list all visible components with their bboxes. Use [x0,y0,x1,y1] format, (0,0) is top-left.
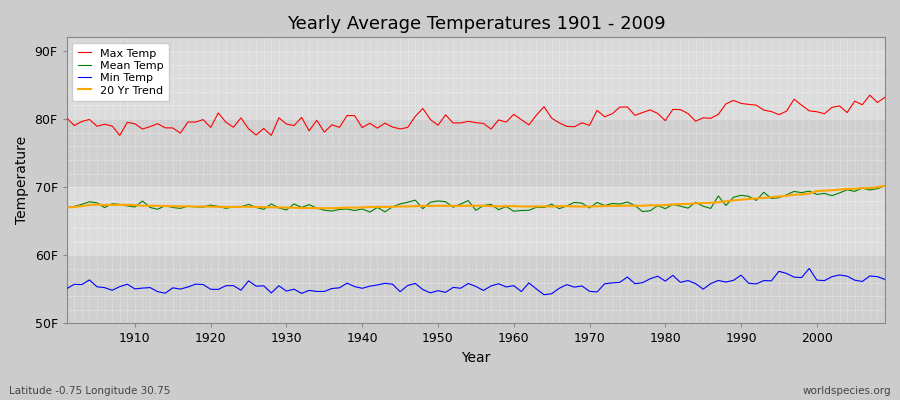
20 Yr Trend [879,183,890,188]
Min Temp [538,292,549,297]
Max Temp [879,95,890,100]
Mean Temp [879,183,890,188]
Legend: Max Temp, Mean Temp, Min Temp, 20 Yr Trend: Max Temp, Mean Temp, Min Temp, 20 Yr Tre… [72,43,169,101]
Max Temp [864,93,875,98]
Min Temp [500,284,511,289]
Min Temp [508,283,519,288]
Mean Temp [289,202,300,206]
Mean Temp [61,205,72,210]
20 Yr Trend [319,206,329,211]
Bar [67,187,885,255]
Max Temp [114,133,125,138]
Max Temp [342,113,353,118]
Min Temp [122,282,132,287]
20 Yr Trend [342,205,353,210]
Bar [67,119,885,187]
Max Temp [607,111,617,116]
Bar [67,51,885,119]
Max Temp [508,112,519,117]
Y-axis label: Temperature: Temperature [15,136,29,224]
Bar [67,255,885,324]
20 Yr Trend [122,202,132,207]
Mean Temp [334,207,345,212]
Min Temp [607,280,617,285]
Min Temp [289,287,300,292]
Min Temp [334,286,345,290]
Line: Max Temp: Max Temp [67,95,885,136]
20 Yr Trend [61,205,72,210]
Text: Latitude -0.75 Longitude 30.75: Latitude -0.75 Longitude 30.75 [9,386,170,396]
Line: Min Temp: Min Temp [67,268,885,295]
Title: Yearly Average Temperatures 1901 - 2009: Yearly Average Temperatures 1901 - 2009 [286,15,665,33]
Line: Mean Temp: Mean Temp [67,186,885,212]
20 Yr Trend [289,205,300,210]
Mean Temp [607,201,617,206]
Line: 20 Yr Trend: 20 Yr Trend [67,186,885,208]
Max Temp [296,115,307,120]
Min Temp [879,277,890,282]
Mean Temp [364,210,375,214]
Min Temp [804,266,814,271]
Max Temp [130,121,140,126]
Min Temp [61,286,72,291]
Mean Temp [516,208,526,213]
20 Yr Trend [607,204,617,208]
20 Yr Trend [508,204,519,208]
Mean Temp [122,204,132,208]
Max Temp [516,117,526,122]
X-axis label: Year: Year [461,351,491,365]
Text: worldspecies.org: worldspecies.org [803,386,891,396]
Mean Temp [508,209,519,214]
Max Temp [61,116,72,120]
20 Yr Trend [516,204,526,209]
